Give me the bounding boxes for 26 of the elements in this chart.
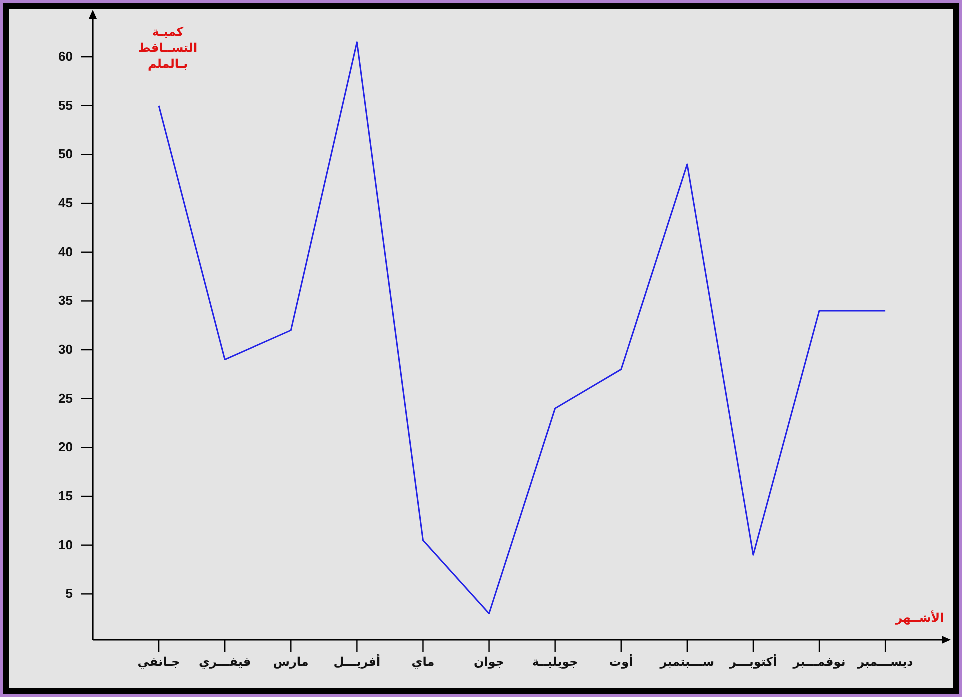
- x-tick-label: ســـبتمبر: [659, 655, 715, 669]
- x-tick-label: أفريـــل: [334, 654, 381, 669]
- x-tick-label: ماي: [412, 655, 435, 669]
- x-tick-label: ديســـمبر: [856, 655, 914, 669]
- y-tick-label: 10: [58, 537, 73, 552]
- y-tick-label: 30: [58, 342, 73, 358]
- y-axis-title: كميـة التســاقط بـالملم: [138, 25, 198, 71]
- y-tick-label: 60: [58, 49, 73, 64]
- y-tick-label: 50: [58, 146, 73, 162]
- x-tick-label: جوان: [474, 655, 505, 669]
- x-tick-label: أكتوبـــر: [728, 654, 778, 669]
- x-axis-title: الأشــهر: [894, 610, 944, 625]
- x-tick-label: نوفمـــبر: [792, 655, 846, 669]
- y-tick-label: 15: [58, 488, 73, 504]
- y-tick-label: 25: [58, 390, 73, 406]
- x-tick-label: فيفـــري: [199, 655, 252, 669]
- x-tick-label: جويليــة: [532, 655, 578, 669]
- y-tick-label: 5: [66, 586, 73, 602]
- y-tick-label: 40: [58, 244, 73, 260]
- x-tick-label: مارس: [273, 655, 309, 669]
- x-tick-label: أوت: [610, 654, 634, 669]
- y-tick-label: 35: [58, 293, 73, 308]
- y-tick-label: 20: [58, 440, 73, 455]
- y-tick-label: 45: [58, 196, 73, 211]
- x-tick-label: جـانفي: [138, 655, 180, 669]
- y-tick-label: 55: [58, 98, 73, 113]
